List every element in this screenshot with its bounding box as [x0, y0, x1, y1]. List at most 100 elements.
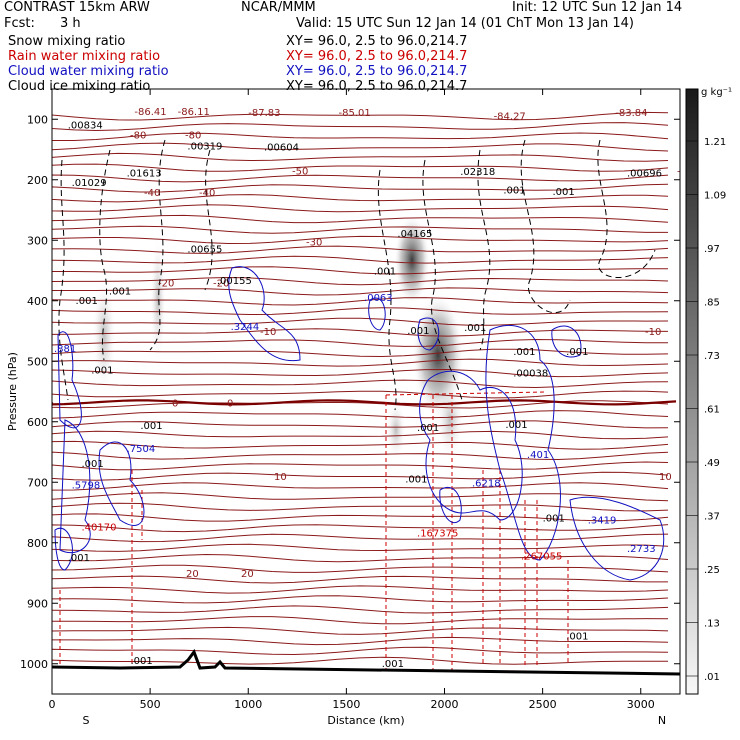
contour-value-label: .001: [109, 287, 131, 298]
contour-value-label: .001: [505, 420, 527, 431]
isotherm-line: [52, 482, 669, 491]
contour-value-label: .40170: [81, 523, 116, 534]
contour-value-label: .001: [566, 347, 588, 358]
snow-contour-7: [477, 149, 491, 351]
contour-value-label: -86.41: [134, 107, 166, 118]
isotherm-label: 20: [241, 569, 254, 580]
contour-value-label: .881: [54, 344, 76, 355]
isotherm-line: [52, 132, 669, 141]
field-cloud-ice: Cloud ice mixing ratio: [8, 79, 151, 94]
cloud-contour-6: [368, 297, 386, 331]
snow-contour-8: [520, 139, 571, 314]
isotherm-line: [52, 214, 669, 224]
contour-value-label: .001: [552, 187, 574, 198]
y-tick-label: 800: [27, 537, 48, 550]
colorbar-level-label: .85: [704, 298, 720, 309]
isotherm-label: -50: [292, 167, 308, 178]
isotherm-line: [52, 317, 669, 326]
isotherm-line: [52, 276, 669, 286]
isotherm-line: [52, 235, 669, 245]
y-tick-label: 700: [27, 476, 48, 489]
contour-value-label: .001: [81, 459, 103, 470]
y-tick-label: 200: [27, 174, 48, 187]
snow-contour-6: [422, 159, 463, 401]
isotherm-line: [52, 204, 669, 213]
x-tick-label: 3000: [627, 698, 655, 711]
cloud-contour-2: [59, 419, 91, 554]
contour-value-label: .00696: [627, 169, 662, 180]
contour-value-label: .01029: [72, 178, 107, 189]
isotherm-line: [52, 564, 669, 573]
isotherm-line: [52, 111, 669, 121]
isotherm-line: [52, 390, 669, 399]
contour-value-label: .001: [91, 365, 113, 376]
snow-contour-9: [597, 139, 656, 278]
isotherm-line: [52, 440, 669, 450]
colorbar-level-label: .61: [704, 405, 720, 416]
isotherm-line: [52, 430, 669, 440]
axes: 0 500 1000 1500 2000 2500 30001002003004005006…: [6, 88, 681, 727]
x-tick-label: 1000: [234, 698, 262, 711]
contour-value-label: .401: [527, 450, 549, 461]
contour-value-label: -83.84: [615, 108, 647, 119]
isotherm-line: [52, 533, 669, 543]
right-endpoint-label: N: [658, 714, 666, 727]
colorbar-ramp: [685, 88, 699, 695]
isotherm-line: [52, 461, 669, 471]
isotherm-line: [52, 656, 669, 665]
isotherm-line: [52, 122, 669, 132]
isotherm-line: [52, 194, 669, 203]
isotherm-line: [52, 595, 669, 604]
isotherm-line: [52, 451, 669, 461]
isotherm-label: -80: [185, 130, 201, 141]
isotherm-line: [52, 225, 668, 234]
contour-value-label: .001: [464, 323, 486, 334]
model-title: CONTRAST 15km ARW: [4, 0, 150, 15]
x-tick-label: 2000: [431, 698, 459, 711]
y-tick-label: 500: [27, 355, 48, 368]
contour-value-label: .267055: [521, 552, 562, 563]
field-cloud-water: Cloud water mixing ratio: [8, 64, 169, 79]
cloud-contour-7: [417, 317, 440, 351]
y-axis-title: Pressure (hPa): [6, 352, 19, 431]
isotherm-line: [52, 358, 669, 367]
rain-contour-top: [385, 391, 546, 396]
isotherm-line: [52, 524, 669, 533]
colorbar-level-label: 1.09: [704, 191, 726, 202]
isotherm-line: [52, 266, 669, 275]
plot-frame: [51, 88, 681, 695]
colorbar-level-label: .73: [704, 351, 720, 362]
isotherm-line: [52, 368, 669, 378]
isotherm-label: 0: [172, 398, 178, 409]
colorbar-level-label: .01: [704, 672, 720, 683]
contour-value-label: .001: [543, 514, 565, 525]
terrain-line: [51, 648, 681, 676]
isotherm-line: [52, 245, 669, 254]
contour-value-label: .5798: [72, 480, 101, 491]
isotherm-line: [52, 328, 669, 337]
xy-cloud-water: XY= 96.0, 2.5 to 96.0,214.7: [286, 64, 468, 79]
contour-value-label: .001: [76, 296, 98, 307]
cloud-contour-5: [228, 266, 301, 362]
snow-contour-4: [204, 149, 213, 291]
colorbar-level-label: .25: [704, 565, 720, 576]
contour-value-label: .167375: [417, 529, 458, 540]
isotherm-line: [52, 174, 669, 183]
isotherm-line: [52, 543, 669, 552]
isotherm-line: [52, 297, 669, 306]
contour-value-label: -84.27: [494, 111, 526, 122]
contour-value-label: .001: [513, 347, 535, 358]
x-tick-label: 1500: [332, 698, 360, 711]
isotherm-label: -10: [645, 327, 661, 338]
isotherm-label: -80: [130, 130, 146, 141]
isotherm-line: [52, 420, 669, 429]
freezing-level-line: [52, 399, 677, 406]
ice-shade-left-1: [92, 275, 116, 395]
isotherm-label: -40: [144, 188, 160, 199]
contour-value-label: .001: [566, 632, 588, 643]
contour-labels: -80-80-50 -50-40-40-30 -30-20-20-10 -100010…: [54, 107, 680, 670]
isotherm-line: [52, 287, 669, 296]
contour-value-label: .3244: [231, 322, 260, 333]
isotherm-line: [52, 502, 669, 512]
contour-value-label: .00834: [68, 120, 103, 131]
